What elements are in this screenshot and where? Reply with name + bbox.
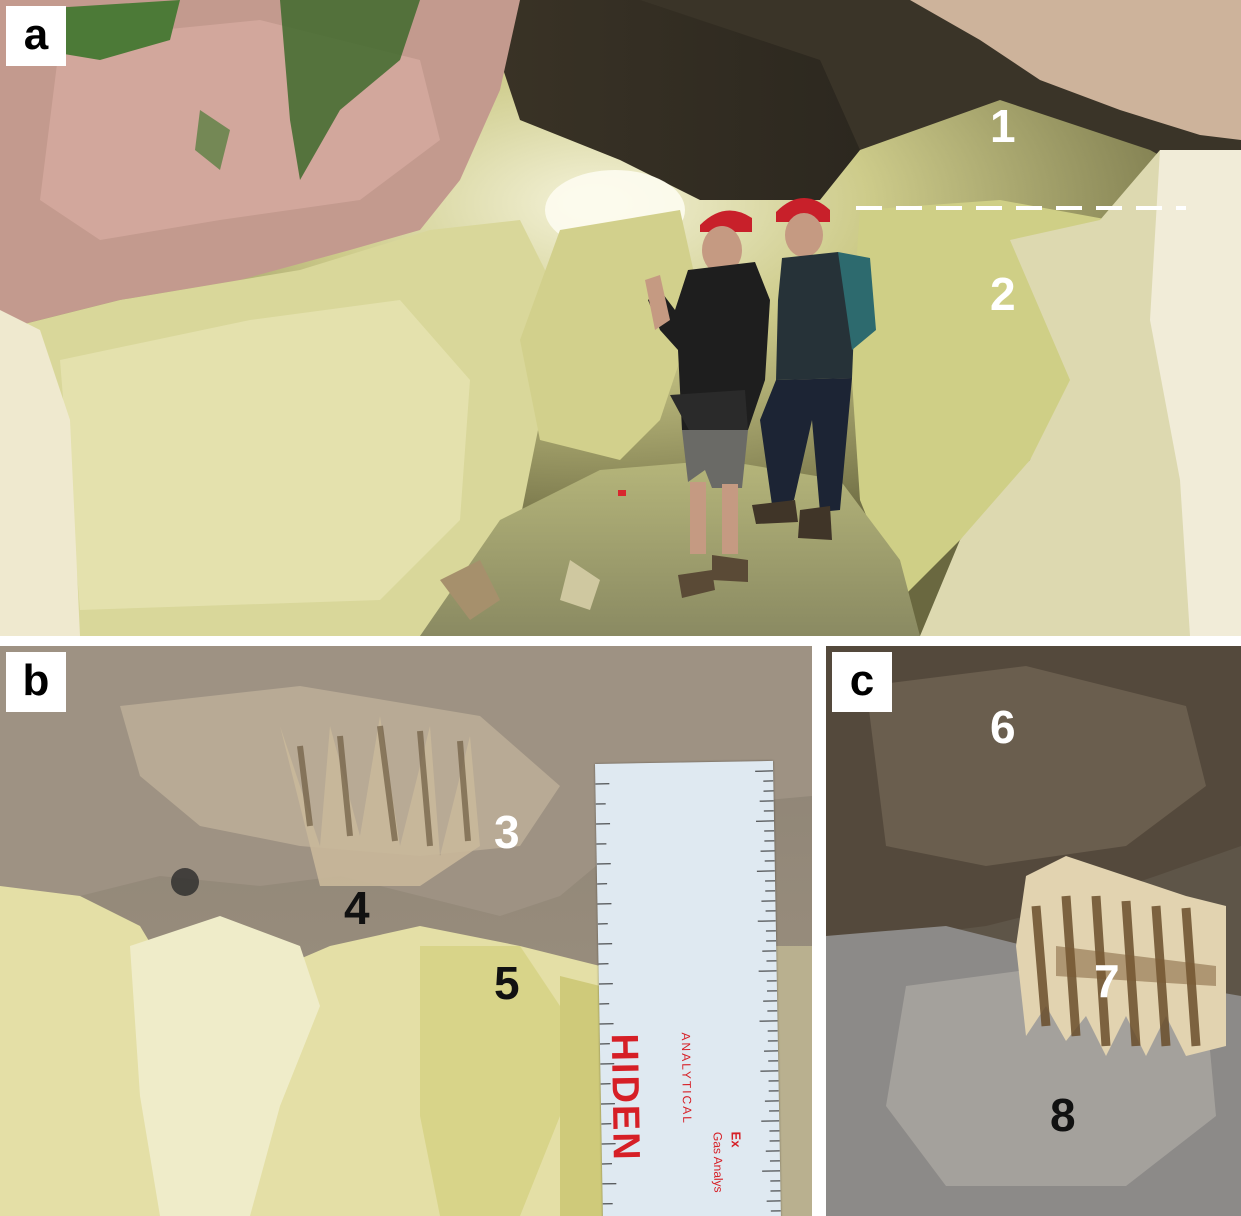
crust-closeup-image bbox=[826, 646, 1241, 1216]
ruler-ticks bbox=[595, 770, 781, 1212]
explorer-2 bbox=[752, 197, 876, 540]
explorer-1 bbox=[645, 210, 770, 598]
label-2: 2 bbox=[990, 268, 1016, 320]
panel-a-photo: a 1 2 bbox=[0, 0, 1241, 636]
panel-b-label: b bbox=[6, 652, 66, 712]
label-4: 4 bbox=[344, 882, 370, 934]
panel-c-label: c bbox=[832, 652, 892, 712]
ruler-tagline: Gas Analys bbox=[710, 1131, 726, 1193]
ruler-tagline2: Ex bbox=[728, 1131, 744, 1148]
panel-c-photo: c 6 7 8 bbox=[826, 646, 1241, 1216]
label-8: 8 bbox=[1050, 1089, 1076, 1141]
label-3: 3 bbox=[494, 806, 520, 858]
label-7: 7 bbox=[1094, 955, 1120, 1007]
panel-b-photo: HIDEN ANALYTICAL Gas Analys Ex b 3 4 5 bbox=[0, 646, 812, 1216]
cave-scene-image bbox=[0, 0, 1241, 636]
ruler-brand-text: HIDEN bbox=[602, 1033, 647, 1163]
panel-a-label: a bbox=[6, 6, 66, 66]
label-5: 5 bbox=[494, 957, 520, 1009]
label-6: 6 bbox=[990, 701, 1016, 753]
ruler-sub-text: ANALYTICAL bbox=[678, 1032, 695, 1126]
ruler: HIDEN ANALYTICAL Gas Analys Ex bbox=[595, 760, 782, 1216]
label-1: 1 bbox=[990, 100, 1016, 152]
